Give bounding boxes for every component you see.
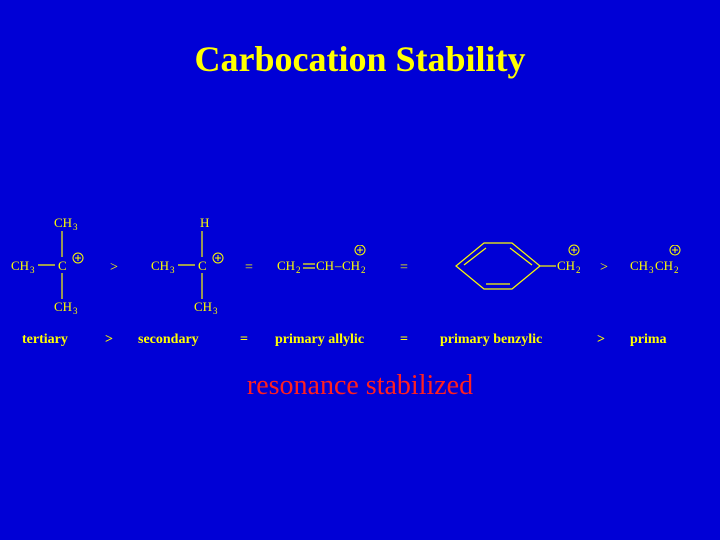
label-allylic: primary allylic	[275, 332, 364, 348]
svg-text:CH: CH	[557, 258, 575, 273]
slide-title: Carbocation Stability	[0, 38, 720, 80]
svg-text:3: 3	[73, 306, 78, 315]
svg-text:CH: CH	[342, 258, 360, 273]
struct-comparator-4: >	[600, 260, 608, 276]
resonance-caption: resonance stabilized	[0, 370, 720, 402]
svg-text:H: H	[200, 215, 209, 230]
svg-text:C: C	[58, 258, 67, 273]
svg-text:CH: CH	[54, 215, 72, 230]
label-primary: prima	[630, 332, 667, 348]
svg-text:CH: CH	[11, 258, 29, 273]
svg-text:2: 2	[361, 265, 366, 275]
svg-text:2: 2	[296, 265, 301, 275]
svg-text:CH: CH	[151, 258, 169, 273]
svg-text:CH: CH	[655, 258, 673, 273]
struct-primary: CH3 CH2	[628, 245, 720, 290]
struct-secondary: H CH3 CH3 C	[150, 215, 240, 315]
svg-text:CH: CH	[277, 258, 295, 273]
label-comparator-1: >	[105, 332, 113, 348]
svg-text:3: 3	[649, 265, 654, 275]
svg-text:CH: CH	[316, 258, 334, 273]
label-benzylic: primary benzylic	[440, 332, 542, 348]
label-tertiary: tertiary	[22, 332, 68, 348]
structure-row: CH3 CH3 CH3 C > H CH3 CH3 C = CH2 CH	[0, 215, 720, 315]
svg-text:–: –	[334, 258, 342, 273]
label-row: tertiary > secondary = primary allylic =…	[0, 332, 720, 362]
struct-tertiary: CH3 CH3 CH3 C	[10, 215, 105, 315]
svg-text:C: C	[198, 258, 207, 273]
struct-comparator-3: =	[400, 260, 408, 276]
svg-text:CH: CH	[630, 258, 648, 273]
struct-comparator-2: =	[245, 260, 253, 276]
struct-allylic: CH2 CH – CH2	[275, 245, 390, 290]
struct-benzylic: CH2	[440, 233, 590, 303]
label-comparator-4: >	[597, 332, 605, 348]
label-comparator-3: =	[400, 332, 408, 348]
svg-text:2: 2	[576, 265, 581, 275]
svg-text:3: 3	[213, 306, 218, 315]
svg-text:2: 2	[674, 265, 679, 275]
label-comparator-2: =	[240, 332, 248, 348]
label-secondary: secondary	[138, 332, 199, 348]
svg-text:CH: CH	[194, 299, 212, 314]
svg-text:3: 3	[73, 222, 78, 232]
svg-text:3: 3	[30, 265, 35, 275]
svg-text:3: 3	[170, 265, 175, 275]
svg-text:CH: CH	[54, 299, 72, 314]
struct-comparator-1: >	[110, 260, 118, 276]
